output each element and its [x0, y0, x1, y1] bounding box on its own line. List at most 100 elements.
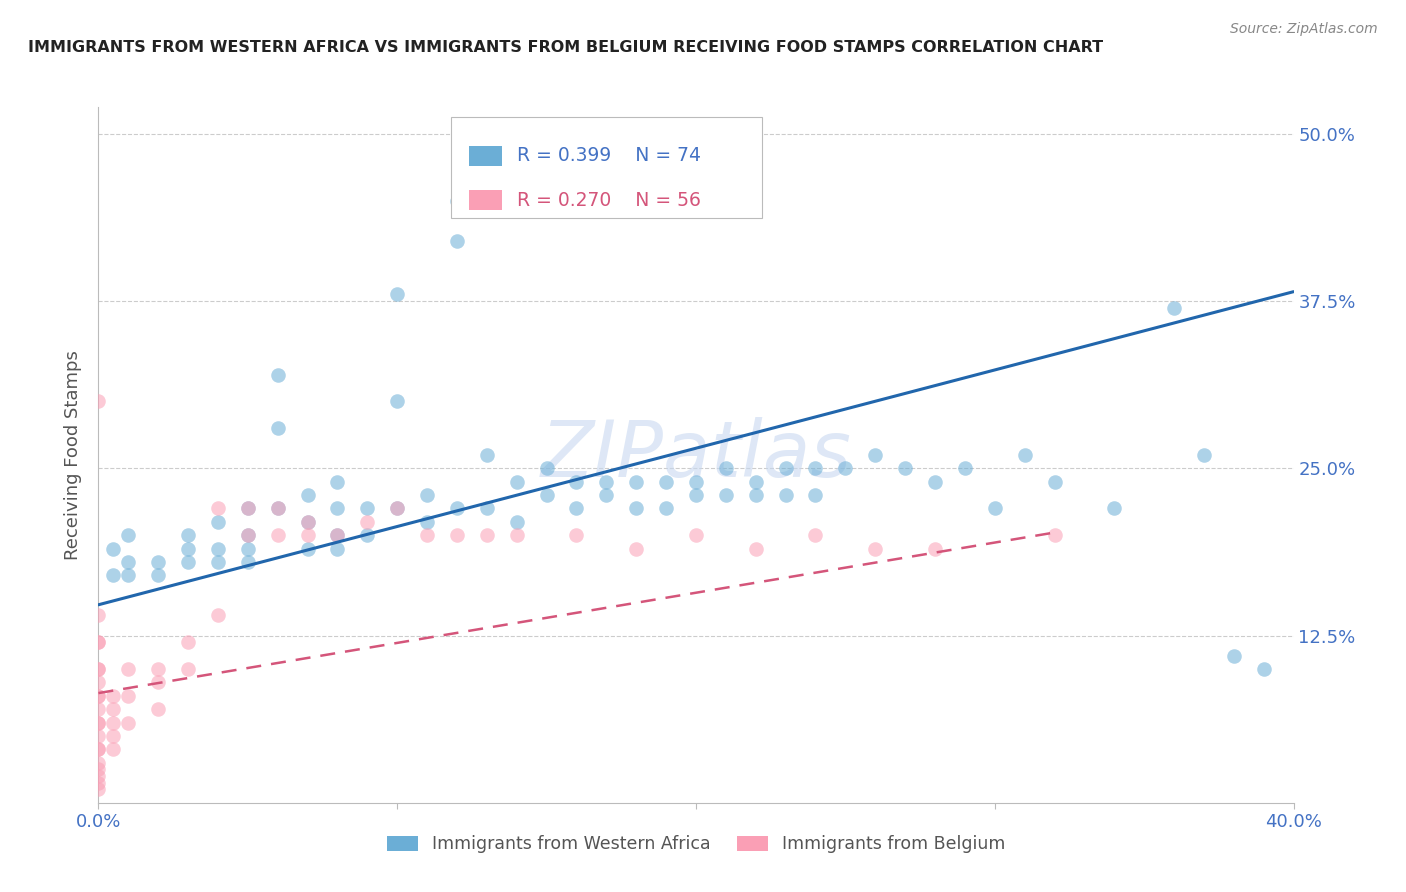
Bar: [470, 146, 502, 166]
Point: [385, 501, 409, 516]
Point: [117, 689, 139, 703]
Point: [87, 394, 110, 409]
Point: [87, 689, 110, 703]
Point: [1104, 501, 1126, 516]
Point: [87, 729, 110, 743]
Point: [297, 528, 319, 542]
Point: [267, 421, 290, 435]
Point: [148, 568, 170, 582]
Point: [356, 528, 378, 542]
Point: [804, 528, 827, 542]
Point: [148, 662, 170, 676]
Point: [177, 555, 200, 569]
Point: [865, 448, 887, 462]
Point: [148, 675, 170, 690]
Point: [326, 501, 349, 516]
Point: [1223, 648, 1246, 663]
Point: [1043, 528, 1066, 542]
Point: [626, 501, 648, 516]
FancyBboxPatch shape: [451, 118, 762, 219]
Point: [207, 541, 229, 556]
Text: ZIPatlas: ZIPatlas: [540, 417, 852, 493]
Point: [87, 702, 110, 716]
Point: [626, 541, 648, 556]
Point: [267, 528, 290, 542]
Point: [894, 461, 917, 475]
Point: [595, 488, 617, 502]
Point: [745, 541, 768, 556]
Point: [267, 501, 290, 516]
Point: [595, 475, 617, 489]
Point: [1014, 448, 1036, 462]
Point: [297, 515, 319, 529]
Legend: Immigrants from Western Africa, Immigrants from Belgium: Immigrants from Western Africa, Immigran…: [380, 829, 1012, 860]
Y-axis label: Receiving Food Stamps: Receiving Food Stamps: [65, 350, 83, 560]
Point: [984, 501, 1007, 516]
Point: [236, 501, 259, 516]
Point: [685, 475, 707, 489]
Point: [416, 528, 439, 542]
Point: [775, 461, 797, 475]
Point: [565, 501, 588, 516]
Point: [924, 475, 946, 489]
Point: [207, 608, 229, 623]
Point: [87, 782, 110, 797]
Point: [148, 702, 170, 716]
Bar: [470, 191, 502, 210]
Point: [745, 488, 768, 502]
Point: [865, 541, 887, 556]
Point: [87, 662, 110, 676]
Point: [356, 515, 378, 529]
Point: [385, 501, 409, 516]
Point: [177, 541, 200, 556]
Point: [87, 635, 110, 649]
Text: R = 0.399    N = 74: R = 0.399 N = 74: [517, 146, 700, 165]
Point: [103, 689, 125, 703]
Point: [103, 715, 125, 730]
Point: [117, 568, 139, 582]
Point: [87, 742, 110, 756]
Point: [655, 475, 678, 489]
Point: [117, 715, 139, 730]
Point: [207, 555, 229, 569]
Point: [236, 501, 259, 516]
Point: [475, 528, 498, 542]
Point: [103, 568, 125, 582]
Point: [177, 635, 200, 649]
Point: [416, 515, 439, 529]
Point: [626, 475, 648, 489]
Point: [103, 702, 125, 716]
Point: [87, 769, 110, 783]
Point: [87, 715, 110, 730]
Point: [207, 501, 229, 516]
Text: R = 0.270    N = 56: R = 0.270 N = 56: [517, 191, 700, 210]
Point: [87, 776, 110, 790]
Point: [924, 541, 946, 556]
Point: [775, 488, 797, 502]
Point: [87, 608, 110, 623]
Point: [536, 461, 558, 475]
Point: [804, 461, 827, 475]
Point: [236, 528, 259, 542]
Point: [87, 742, 110, 756]
Point: [103, 729, 125, 743]
Point: [297, 488, 319, 502]
Point: [506, 475, 529, 489]
Point: [685, 528, 707, 542]
Point: [1192, 448, 1215, 462]
Point: [475, 501, 498, 516]
Point: [87, 756, 110, 770]
Point: [177, 528, 200, 542]
Point: [446, 528, 468, 542]
Point: [446, 501, 468, 516]
Point: [236, 541, 259, 556]
Point: [87, 715, 110, 730]
Point: [506, 528, 529, 542]
Point: [87, 635, 110, 649]
Point: [103, 742, 125, 756]
Point: [685, 488, 707, 502]
Point: [326, 541, 349, 556]
Point: [103, 541, 125, 556]
Point: [475, 448, 498, 462]
Point: [267, 368, 290, 382]
